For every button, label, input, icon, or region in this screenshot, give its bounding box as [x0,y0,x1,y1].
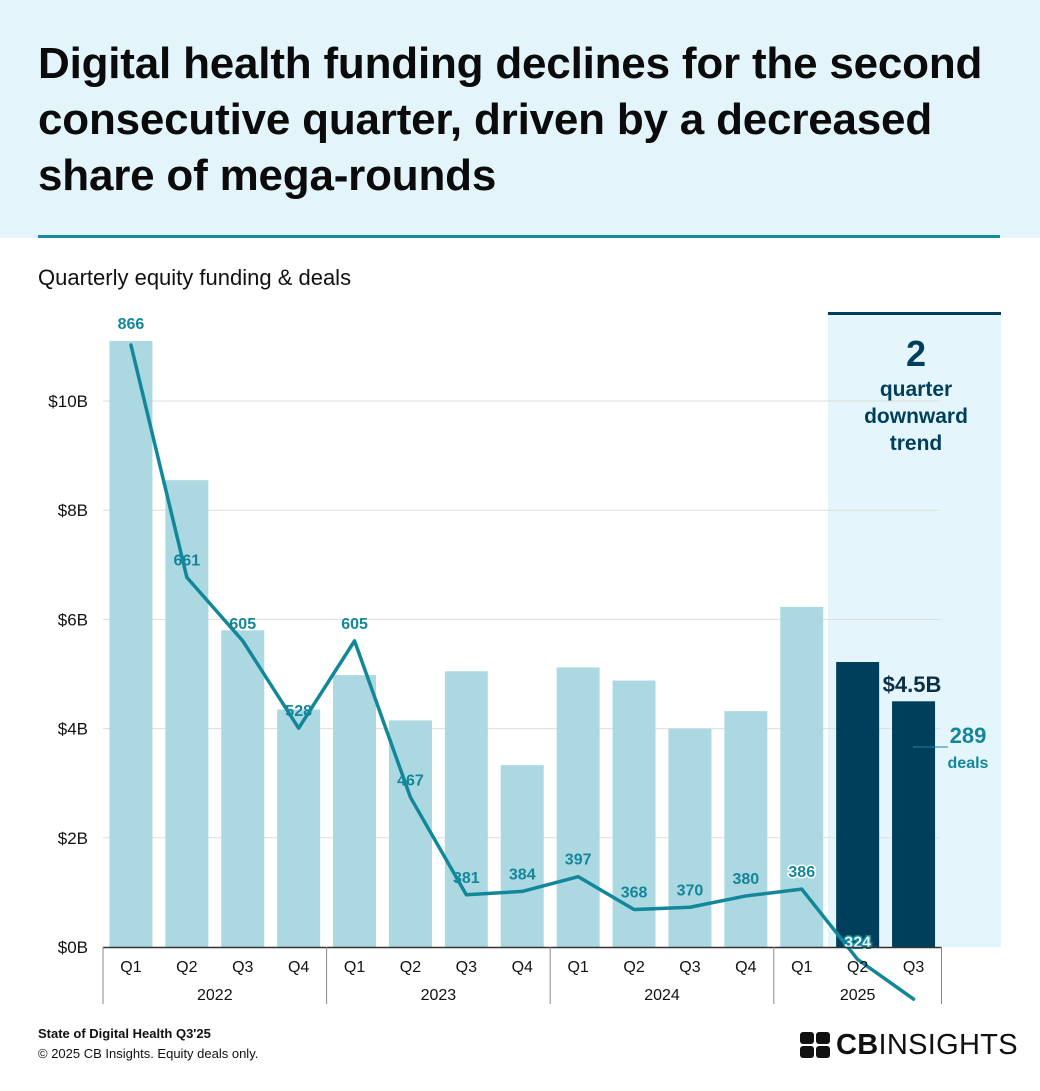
x-tick-label: Q3 [232,959,253,976]
callout-number: 2 [906,333,926,374]
funding-deals-chart: $0B $2B $4B $6B $8B $10B 866 661 605 528 605 467 38… [48,312,1001,1004]
deal-count-label: 381 [453,870,480,887]
funding-bar [556,667,600,947]
callout-line-1: quarter [880,378,952,401]
brand-part-1: CB [836,1028,879,1061]
x-tick-label: Q1 [567,959,588,976]
x-tick-label: Q4 [735,959,756,976]
funding-bar [444,671,488,947]
x-tick-label: Q1 [120,959,141,976]
x-axis: Q1 Q2 Q3 Q4 Q1 Q2 Q3 Q4 Q1 Q2 Q3 Q4 Q1 Q2 Q3 2022 2023 20… [102,946,942,1004]
funding-bar [724,711,768,947]
cb-logo-icon [800,1032,830,1058]
callout-top-rule [828,312,1001,315]
x-tick-label: Q2 [847,959,868,976]
deal-count-label: 605 [229,616,256,633]
funding-bar [109,340,153,947]
brand-part-2: INSIGHTS [878,1028,1018,1061]
funding-bar [277,709,321,947]
deal-count-label: 324 [844,934,871,951]
funding-bar [612,680,656,947]
chart-title: Digital health funding declines for the … [38,39,983,200]
year-group-label: 2022 [197,987,233,1004]
funding-bar [780,606,824,947]
y-axis-ticks: $0B $2B $4B $6B $8B $10B [48,392,88,957]
chart-subtitle: Quarterly equity funding & deals [38,265,352,290]
y-tick-label: $0B [58,938,88,957]
x-tick-label: Q2 [176,959,197,976]
callout-line-2: downward [864,405,968,428]
last-deal-value: 289 [950,723,987,748]
funding-bar [668,728,712,947]
deal-count-label: 866 [118,316,145,333]
x-tick-label: Q3 [679,959,700,976]
deals-line-path [129,343,916,1001]
deal-count-label: 380 [732,871,759,888]
deal-count-label: 605 [341,616,368,633]
title-divider [38,235,1000,238]
deals-line [129,343,916,1001]
funding-bars [109,340,936,947]
last-bar-value-label: $4.5B [883,672,942,697]
y-tick-label: $2B [58,829,88,848]
title-banner [0,0,1040,238]
x-tick-label: Q2 [623,959,644,976]
funding-bar [836,661,880,947]
x-tick-label: Q4 [288,959,309,976]
deal-count-label: 661 [173,552,200,569]
funding-bar [333,675,377,947]
deal-count-label: 370 [677,882,704,899]
year-group-label: 2023 [421,987,457,1004]
x-tick-label: Q4 [512,959,533,976]
x-tick-label: Q3 [903,959,924,976]
footer-note: © 2025 CB Insights. Equity deals only. [38,1046,259,1061]
callout-line-3: trend [890,432,943,455]
y-tick-label: $10B [48,392,88,411]
deal-labels: 866 661 605 528 605 467 381 384 397 368 370 380 386 3… [118,316,873,953]
deal-count-label: 467 [397,772,424,789]
x-tick-label: Q1 [344,959,365,976]
year-group-label: 2024 [644,987,680,1004]
x-tick-label: Q1 [791,959,812,976]
deal-count-label: 386 [788,864,815,881]
x-tick-label: Q3 [456,959,477,976]
deal-count-label: 397 [565,852,592,869]
cb-insights-logo: CBINSIGHTS [800,1028,1018,1062]
funding-bar [500,765,544,947]
deal-count-label: 368 [621,885,648,902]
deal-count-label: 384 [509,866,536,883]
y-tick-label: $8B [58,501,88,520]
y-tick-label: $4B [58,720,88,739]
year-group-label: 2025 [840,987,876,1004]
funding-bar [165,480,209,947]
deal-count-label: 528 [285,703,312,720]
footer-source: State of Digital Health Q3'25 [38,1026,211,1041]
funding-bar [892,701,936,947]
funding-bar [221,630,265,947]
x-tick-label: Q2 [400,959,421,976]
y-tick-label: $6B [58,610,88,629]
last-deal-unit: deals [948,755,989,772]
